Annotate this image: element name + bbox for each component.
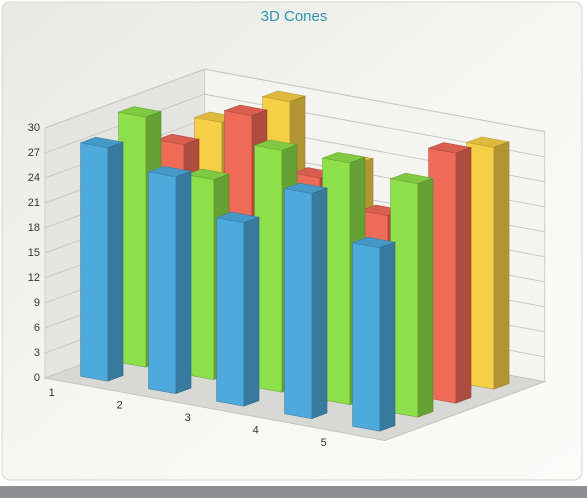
- bar-side: [243, 216, 260, 407]
- bar: [427, 142, 473, 404]
- bar: [215, 211, 261, 407]
- bar-front: [80, 142, 109, 382]
- bar-side: [175, 170, 192, 395]
- grid-line: [44, 68, 545, 133]
- bar-side: [455, 147, 472, 404]
- y-tick-label: 30: [28, 122, 40, 134]
- y-tick-label: 27: [28, 147, 40, 159]
- grid-line: [44, 93, 545, 158]
- bar: [389, 172, 435, 418]
- y-tick-label: 0: [34, 372, 40, 384]
- x-tick-label: 3: [185, 412, 191, 424]
- y-tick-label: 3: [34, 347, 40, 359]
- y-tick-label: 21: [28, 197, 40, 209]
- x-tick-label: 4: [253, 425, 259, 437]
- chart-title: 3D Cones: [261, 8, 328, 25]
- y-tick-label: 9: [34, 297, 40, 309]
- bar-front: [284, 188, 313, 420]
- bottom-bar: [0, 486, 587, 498]
- bar-front: [216, 217, 245, 407]
- bar: [147, 166, 193, 395]
- bar: [79, 136, 125, 382]
- bar: [465, 136, 511, 390]
- x-tick-label: 2: [117, 400, 123, 412]
- y-tick-label: 6: [34, 322, 40, 334]
- bar-side: [107, 141, 124, 382]
- bar-front: [148, 171, 177, 395]
- x-tick-label: 1: [49, 387, 55, 399]
- x-tick-label: 5: [321, 437, 327, 449]
- bar-side: [493, 141, 510, 390]
- y-tick-label: 18: [28, 222, 40, 234]
- bar-side: [311, 187, 328, 420]
- bar: [283, 182, 329, 420]
- bar-front: [352, 242, 381, 432]
- y-tick-label: 15: [28, 247, 40, 259]
- bar-side: [417, 177, 434, 418]
- bar: [351, 236, 397, 432]
- bar-side: [379, 241, 396, 432]
- y-tick-label: 12: [28, 272, 40, 284]
- y-tick-label: 24: [28, 172, 40, 184]
